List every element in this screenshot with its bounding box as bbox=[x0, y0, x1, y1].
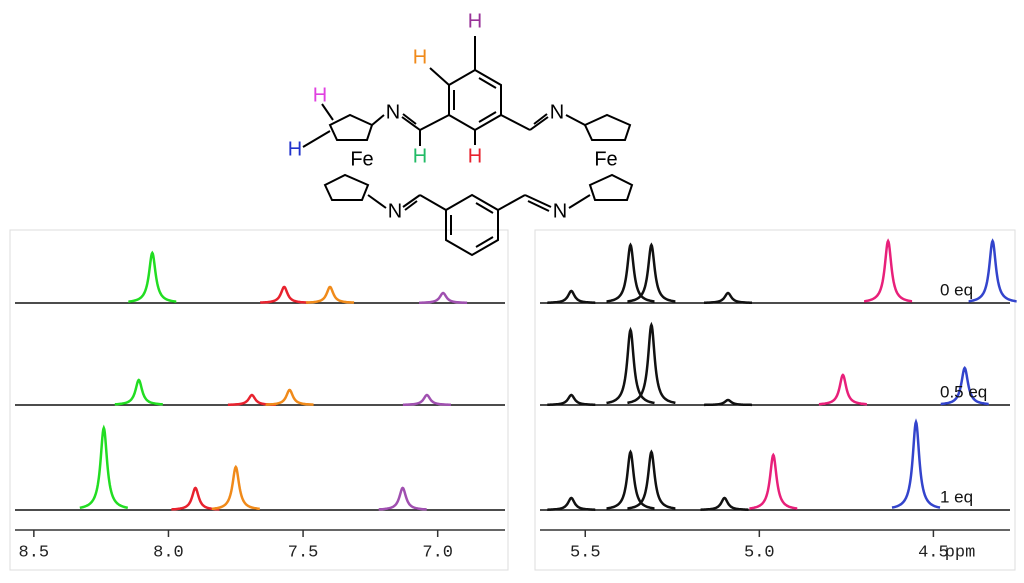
atom-label: N bbox=[388, 200, 402, 222]
atom-label: N bbox=[550, 101, 564, 123]
bond bbox=[524, 194, 552, 208]
x-tick-label: 7.0 bbox=[422, 543, 453, 562]
atom-label: H bbox=[288, 138, 302, 160]
peak bbox=[547, 289, 596, 304]
peak bbox=[704, 398, 752, 407]
bond bbox=[367, 194, 387, 209]
peak bbox=[259, 285, 309, 304]
bond bbox=[419, 114, 450, 131]
atom-label: Fe bbox=[350, 148, 373, 170]
cp-ring bbox=[588, 173, 634, 201]
cp-ring bbox=[328, 113, 374, 141]
x-tick-label: 8.5 bbox=[19, 543, 50, 562]
peak bbox=[419, 291, 468, 304]
trace-label: 0 eq bbox=[940, 280, 973, 299]
atom-label: N bbox=[386, 101, 400, 123]
bond bbox=[497, 194, 526, 211]
peak bbox=[700, 496, 749, 511]
peak bbox=[818, 373, 867, 406]
peak bbox=[606, 242, 655, 303]
panel-frame bbox=[534, 229, 1016, 571]
x-tick-label: 4.5 bbox=[918, 543, 949, 562]
peak bbox=[606, 326, 655, 405]
bond bbox=[302, 130, 331, 148]
bond bbox=[478, 77, 497, 89]
bond bbox=[565, 114, 586, 126]
peak bbox=[305, 285, 355, 304]
structure: H H H N N H H H Fe Fe N N bbox=[288, 10, 634, 257]
peak bbox=[114, 378, 163, 406]
bond bbox=[419, 194, 447, 211]
bond bbox=[402, 113, 417, 125]
peak bbox=[891, 418, 941, 509]
x-tick-label: 5.5 bbox=[570, 543, 601, 562]
panel-frame bbox=[9, 229, 509, 571]
peak bbox=[171, 486, 220, 511]
bond bbox=[401, 116, 421, 131]
peak bbox=[128, 250, 177, 303]
bond bbox=[500, 114, 531, 131]
peak bbox=[968, 238, 1017, 303]
peak bbox=[79, 424, 129, 510]
peak bbox=[378, 486, 427, 511]
x-axis-label: ppm bbox=[945, 543, 976, 562]
cp-ring bbox=[323, 173, 370, 201]
bond bbox=[321, 103, 334, 121]
atom-label: H bbox=[413, 46, 427, 68]
bond bbox=[529, 116, 549, 131]
peak bbox=[864, 238, 913, 303]
bond bbox=[404, 200, 418, 211]
x-tick-label: 5.0 bbox=[744, 543, 775, 562]
peak bbox=[940, 366, 989, 406]
cp-ring bbox=[583, 113, 632, 141]
bond bbox=[475, 202, 494, 214]
x-tick-label: 8.0 bbox=[153, 543, 184, 562]
bond bbox=[568, 194, 591, 209]
bond bbox=[475, 236, 494, 248]
atom-label: H bbox=[313, 84, 327, 106]
benzene-ring bbox=[445, 193, 499, 257]
benzene-ring bbox=[448, 68, 502, 132]
bond bbox=[402, 194, 421, 208]
trace-label: 1 eq bbox=[940, 487, 973, 506]
peak bbox=[211, 464, 260, 511]
bond bbox=[429, 67, 450, 86]
x-tick-label: 7.5 bbox=[288, 543, 319, 562]
atom-label: H bbox=[413, 145, 427, 167]
atom-label: H bbox=[468, 10, 482, 32]
peak bbox=[265, 388, 314, 406]
atom-label: Fe bbox=[594, 148, 617, 170]
bond bbox=[371, 114, 385, 126]
peak bbox=[704, 291, 752, 304]
peak bbox=[627, 242, 676, 303]
peak bbox=[402, 393, 451, 406]
bond bbox=[527, 200, 550, 212]
peak bbox=[547, 393, 596, 406]
peak bbox=[627, 321, 676, 405]
trace-label: 0.5 eq bbox=[940, 382, 987, 401]
atom-label: N bbox=[553, 200, 567, 222]
bond bbox=[478, 111, 497, 123]
peak bbox=[749, 452, 798, 510]
peak bbox=[547, 496, 596, 511]
peak bbox=[627, 449, 676, 510]
atom-label: H bbox=[468, 145, 482, 167]
peak bbox=[606, 449, 655, 510]
bond bbox=[533, 113, 548, 125]
